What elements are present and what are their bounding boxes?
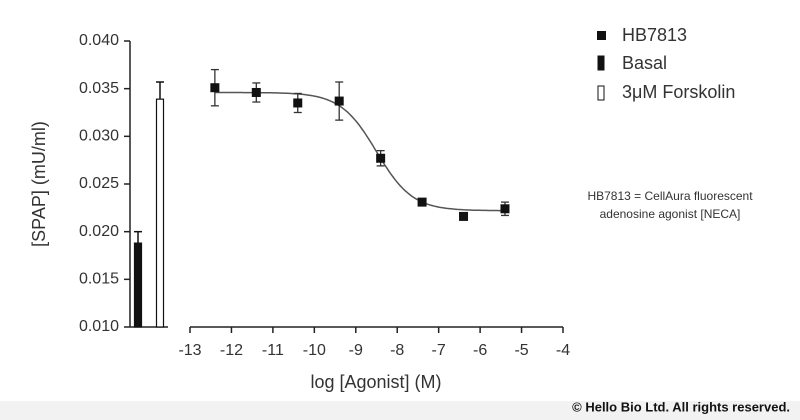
fit-curve [214, 91, 505, 212]
legend-label: 3μM Forskolin [622, 82, 735, 102]
bar [133, 242, 143, 328]
x-tick-label: -9 [349, 342, 363, 359]
y-tick-label: 0.030 [79, 128, 119, 145]
point [376, 153, 386, 163]
y-tick-label: 0.035 [79, 80, 119, 97]
point [251, 87, 261, 97]
point [210, 83, 220, 93]
point [417, 197, 427, 207]
bar [155, 98, 165, 328]
point [500, 204, 510, 214]
point [293, 98, 303, 108]
legend-marker [597, 31, 606, 40]
x-tick-label: -10 [303, 342, 326, 359]
annotation: adenosine agonist [NECA] [600, 207, 741, 221]
x-tick-label: -6 [473, 342, 487, 359]
x-tick-label: -4 [556, 342, 570, 359]
point [334, 96, 344, 106]
x-tick-label: -5 [514, 342, 528, 359]
x-tick-label: -12 [220, 342, 243, 359]
x-tick-label: -11 [262, 342, 284, 359]
x-tick-label: -13 [178, 342, 201, 359]
x-tick-label: -8 [390, 342, 404, 359]
legend-label: HB7813 [622, 25, 687, 45]
y-tick-label: 0.010 [79, 318, 119, 335]
y-tick-label: 0.025 [79, 175, 119, 192]
legend-marker [597, 55, 605, 71]
y-tick-label: 0.015 [79, 271, 119, 288]
point [459, 211, 469, 221]
x-tick-label: -7 [432, 342, 446, 359]
annotation: HB7813 = CellAura fluorescent [587, 189, 753, 203]
x-axis-label: log [Agonist] (M) [310, 372, 441, 392]
y-tick-label: 0.020 [79, 223, 119, 240]
y-tick-label: 0.040 [79, 32, 119, 49]
footer: © Hello Bio Ltd. All rights reserved. [572, 399, 790, 414]
legend-label: Basal [622, 53, 667, 73]
y-axis-label: [SPAP] (mU/ml) [29, 121, 49, 247]
legend-marker [597, 85, 605, 101]
footer-band [0, 401, 800, 420]
